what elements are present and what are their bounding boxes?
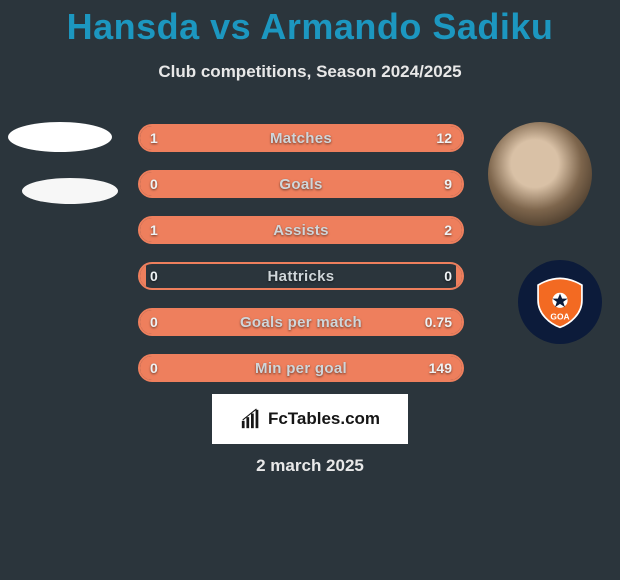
- subtitle: Club competitions, Season 2024/2025: [0, 62, 620, 82]
- stat-label: Goals per match: [140, 310, 462, 334]
- stat-bar: 00.75Goals per match: [138, 308, 464, 336]
- date-text: 2 march 2025: [0, 456, 620, 476]
- attribution-text: FcTables.com: [268, 409, 380, 429]
- stat-label: Assists: [140, 218, 462, 242]
- stat-label: Min per goal: [140, 356, 462, 380]
- svg-text:GOA: GOA: [550, 312, 569, 322]
- stat-label: Matches: [140, 126, 462, 150]
- stat-label: Goals: [140, 172, 462, 196]
- fctables-logo-icon: [240, 408, 262, 430]
- attribution-badge: FcTables.com: [212, 394, 408, 444]
- player-left-avatar-placeholder-2: [22, 178, 118, 204]
- crest-icon: GOA: [533, 275, 587, 329]
- page-title: Hansda vs Armando Sadiku: [0, 0, 620, 48]
- stat-bar: 09Goals: [138, 170, 464, 198]
- stat-bar: 12Assists: [138, 216, 464, 244]
- stat-bar: 00Hattricks: [138, 262, 464, 290]
- club-crest: GOA: [518, 260, 602, 344]
- comparison-bars: 112Matches 09Goals 12Assists 00Hattricks 00.…: [138, 124, 464, 400]
- stat-label: Hattricks: [140, 264, 462, 288]
- player-right-avatar: [488, 122, 592, 226]
- stat-bar: 112Matches: [138, 124, 464, 152]
- stat-bar: 0149Min per goal: [138, 354, 464, 382]
- player-left-avatar-placeholder-1: [8, 122, 112, 152]
